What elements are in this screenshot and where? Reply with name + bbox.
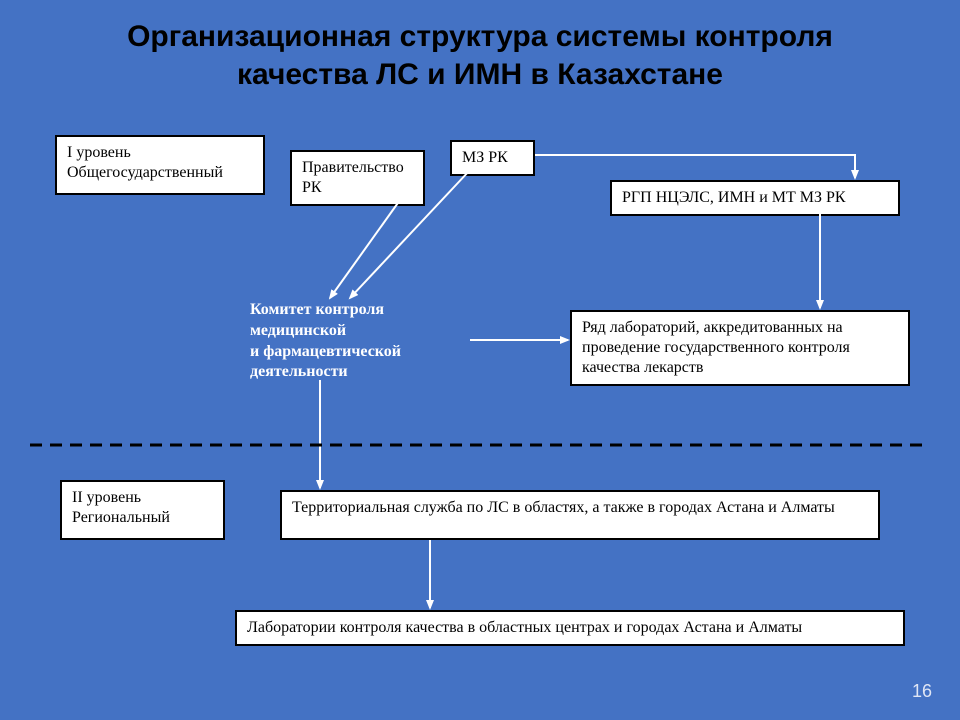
arrow-gov-to-committee xyxy=(330,200,400,298)
box-level2: II уровеньРегиональный xyxy=(60,480,225,540)
arrow-mz-to-rgp xyxy=(535,155,855,178)
box-accredited-labs: Ряд лабораторий, аккредитованных на пров… xyxy=(570,310,910,386)
box-rgp: РГП НЦЭЛС, ИМН и МТ МЗ РК xyxy=(610,180,900,216)
box-mz-rk: МЗ РК xyxy=(450,140,535,176)
slide-title: Организационная структура системы контро… xyxy=(60,18,900,93)
box-territorial-service: Территориальная служба по ЛС в областях,… xyxy=(280,490,880,540)
box-government: Правительство РК xyxy=(290,150,425,206)
slide-root: Организационная структура системы контро… xyxy=(0,0,960,720)
box-regional-labs: Лаборатории контроля качества в областны… xyxy=(235,610,905,646)
page-number: 16 xyxy=(912,681,932,702)
label-committee: Комитет контроля медицинскойи фармацевти… xyxy=(250,300,470,383)
box-level1: I уровеньОбщегосударственный xyxy=(55,135,265,195)
